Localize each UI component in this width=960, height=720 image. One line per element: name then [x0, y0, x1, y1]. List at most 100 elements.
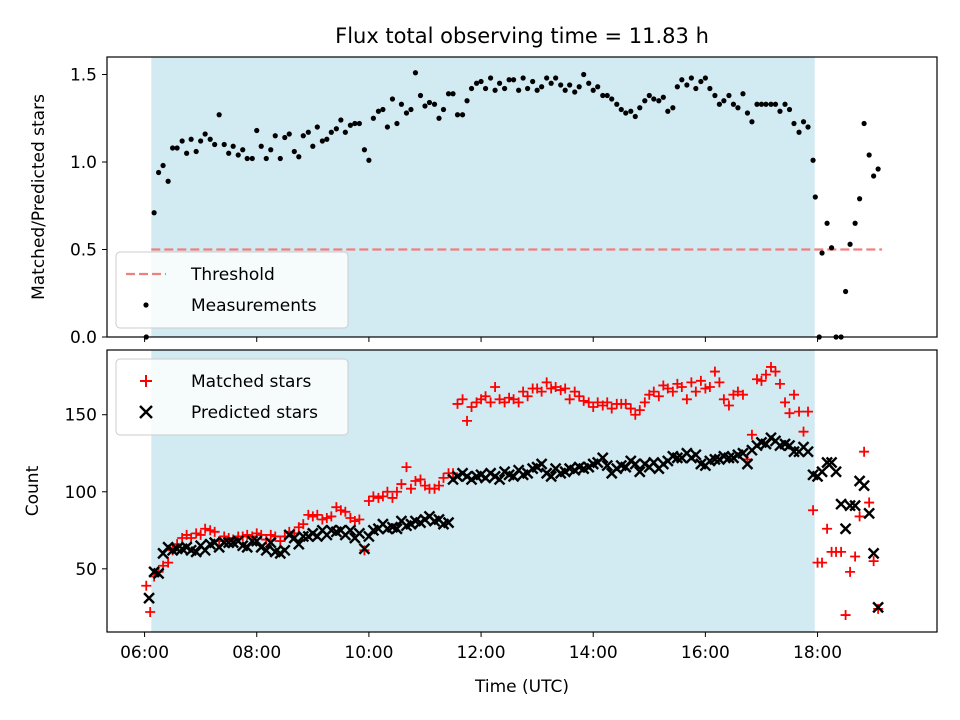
- data-point: [482, 85, 489, 92]
- data-point: [545, 470, 558, 483]
- data-point: [600, 92, 606, 99]
- data-point: [417, 92, 424, 99]
- data-point: [704, 381, 715, 392]
- data-point: [202, 131, 208, 137]
- data-point: [186, 533, 197, 543]
- data-point: [796, 129, 802, 135]
- data-point: [268, 147, 274, 153]
- data-point: [244, 155, 250, 162]
- data-point: [356, 120, 362, 127]
- data-point: [373, 492, 384, 503]
- data-point: [184, 150, 190, 156]
- data-point: [145, 606, 156, 617]
- y-tick-label: 1.5: [70, 66, 97, 86]
- data-point: [802, 445, 814, 458]
- data-point: [504, 392, 515, 403]
- y-tick-label: 100: [65, 483, 97, 503]
- data-point: [872, 601, 884, 614]
- data-point: [763, 101, 769, 107]
- data-point: [333, 126, 339, 132]
- data-point: [363, 496, 374, 507]
- data-point: [298, 519, 309, 530]
- data-point: [525, 85, 531, 92]
- data-point: [667, 386, 678, 397]
- data-point: [384, 124, 391, 130]
- data-point: [235, 152, 241, 158]
- data-point: [766, 361, 776, 372]
- data-point: [272, 133, 278, 139]
- data-point: [674, 84, 680, 90]
- data-point: [854, 511, 865, 522]
- data-point: [686, 377, 697, 388]
- data-point: [155, 169, 162, 176]
- data-point: [539, 84, 545, 90]
- data-point: [830, 465, 842, 478]
- data-point: [592, 397, 603, 408]
- data-point: [535, 458, 548, 470]
- data-point: [614, 101, 620, 107]
- data-point: [436, 115, 442, 121]
- data-point: [858, 479, 870, 492]
- data-point: [695, 375, 706, 386]
- data-point: [530, 78, 536, 85]
- data-point: [520, 75, 526, 81]
- data-point: [618, 106, 624, 113]
- data-point: [452, 398, 463, 409]
- data-point: [588, 402, 599, 413]
- data-point: [553, 75, 559, 81]
- data-point: [601, 459, 614, 472]
- data-point: [840, 610, 851, 621]
- data-point: [756, 375, 767, 386]
- data-point: [805, 124, 811, 130]
- data-point: [401, 462, 412, 473]
- data-point: [222, 536, 235, 549]
- data-point: [548, 80, 554, 86]
- data-point: [361, 147, 368, 153]
- data-point: [798, 426, 809, 437]
- data-point: [358, 542, 371, 555]
- data-point: [226, 150, 232, 156]
- count-panel: 06:00 08:00 10:00 12:00 14:00 16:00 18:00 50 100…: [23, 349, 938, 663]
- data-point: [567, 82, 573, 88]
- data-point: [651, 96, 657, 102]
- data-point: [749, 119, 755, 125]
- data-point: [442, 516, 455, 529]
- data-point: [633, 465, 646, 478]
- data-point: [721, 98, 727, 104]
- data-point: [839, 522, 852, 535]
- data-point: [263, 155, 269, 162]
- data-point: [466, 402, 477, 413]
- data-point: [698, 78, 704, 85]
- data-point: [662, 383, 673, 394]
- data-point: [637, 105, 643, 111]
- data-point: [510, 77, 517, 83]
- ratio-panel: 0.0 0.5 1.0 1.5 Matched/Predicted stars Thres…: [29, 56, 938, 348]
- legend-measurements-swatch: [143, 302, 149, 308]
- data-point: [562, 87, 568, 93]
- data-point: [209, 526, 220, 537]
- data-point: [653, 391, 664, 402]
- data-point: [303, 509, 314, 520]
- data-point: [574, 391, 585, 402]
- data-point: [205, 525, 216, 536]
- data-point: [487, 75, 494, 81]
- data-point: [143, 592, 155, 604]
- data-point: [758, 101, 765, 107]
- data-point: [842, 288, 849, 295]
- data-point: [264, 536, 277, 549]
- data-point: [712, 92, 718, 99]
- data-point: [431, 101, 438, 107]
- data-point: [586, 80, 592, 86]
- data-point: [671, 452, 684, 464]
- data-point: [260, 544, 273, 557]
- data-point: [375, 108, 382, 114]
- x-tick-label: 06:00: [120, 643, 169, 663]
- data-point: [737, 447, 749, 460]
- data-point: [473, 80, 480, 86]
- data-point: [630, 409, 641, 420]
- data-point: [516, 87, 522, 93]
- data-point: [609, 96, 615, 102]
- data-point: [782, 101, 788, 107]
- legend-label: Measurements: [191, 296, 317, 316]
- chart-title: Flux total observing time = 11.83 h: [335, 24, 709, 48]
